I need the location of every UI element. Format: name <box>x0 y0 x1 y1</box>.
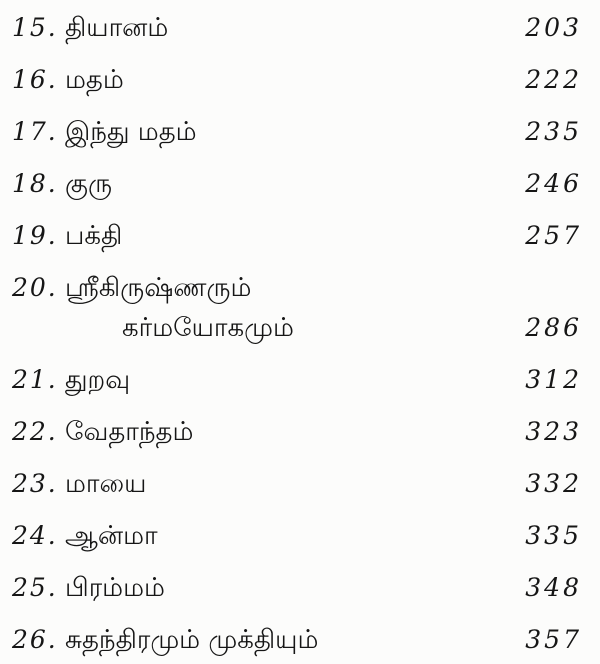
page-number: 222 <box>525 65 582 94</box>
chapter-number: 20. <box>12 273 58 302</box>
page-number: 357 <box>525 625 582 654</box>
chapter-number: 25. <box>12 573 58 602</box>
chapter-title: வேதாந்தம் <box>65 412 525 452</box>
chapter-title: ஆன்மா <box>65 516 525 556</box>
chapter-title-line: மதம் <box>65 65 124 95</box>
chapter-title: பக்தி <box>65 216 525 256</box>
chapter-title-line: கர்மயோகமும் <box>122 313 294 343</box>
chapter-number: 23. <box>12 469 58 498</box>
chapter-title-line: ஆன்மா <box>65 521 158 551</box>
toc-entry: 21. துறவு 312 <box>12 360 582 400</box>
toc-list: 15. தியானம் 203 16. மதம் 222 17. இந்து ம… <box>12 8 582 660</box>
chapter-title: பிரம்மம் <box>65 568 525 608</box>
chapter-title: சுதந்திரமும் முக்தியும் <box>65 620 525 660</box>
chapter-title: மதம் <box>65 60 525 100</box>
chapter-number: 15. <box>12 13 58 42</box>
toc-entry: 25. பிரம்மம் 348 <box>12 568 582 608</box>
page-number: 323 <box>525 417 582 446</box>
chapter-title-line: குரு <box>65 169 113 199</box>
chapter-title-line: தியானம் <box>65 13 169 43</box>
chapter-number: 22. <box>12 417 58 446</box>
toc-entry: 18. குரு 246 <box>12 164 582 204</box>
chapter-title-line: சுதந்திரமும் முக்தியும் <box>65 625 319 655</box>
page-number: 348 <box>525 573 582 602</box>
chapter-number: 17. <box>12 117 58 146</box>
toc-entry: 26. சுதந்திரமும் முக்தியும் 357 <box>12 620 582 660</box>
page-number: 286 <box>525 313 582 342</box>
chapter-title-line: வேதாந்தம் <box>65 417 194 447</box>
chapter-title-line: ஸ்ரீகிருஷ்ணரும் <box>65 273 252 303</box>
chapter-number: 16. <box>12 65 58 94</box>
chapter-number: 18. <box>12 169 58 198</box>
chapter-number: 26. <box>12 625 58 654</box>
chapter-title: துறவு <box>65 360 525 400</box>
chapter-title-line: இந்து மதம் <box>65 117 197 147</box>
toc-entry: 19. பக்தி 257 <box>12 216 582 256</box>
chapter-number: 24. <box>12 521 58 550</box>
chapter-number: 21. <box>12 365 58 394</box>
chapter-title-line: பிரம்மம் <box>65 573 165 603</box>
page-number: 235 <box>525 117 582 146</box>
page-number: 312 <box>525 365 582 394</box>
toc-entry: 17. இந்து மதம் 235 <box>12 112 582 152</box>
chapter-title-line: மாயை <box>65 469 147 499</box>
toc-entry: 15. தியானம் 203 <box>12 8 582 48</box>
toc-entry: 22. வேதாந்தம் 323 <box>12 412 582 452</box>
toc-entry: 16. மதம் 222 <box>12 60 582 100</box>
page-number: 335 <box>525 521 582 550</box>
toc-entry: 23. மாயை 332 <box>12 464 582 504</box>
page-number: 246 <box>525 169 582 198</box>
chapter-number: 19. <box>12 221 58 250</box>
chapter-title-line: பக்தி <box>65 221 123 251</box>
chapter-title: இந்து மதம் <box>65 112 525 152</box>
toc-entry: 24. ஆன்மா 335 <box>12 516 582 556</box>
chapter-title: மாயை <box>65 464 525 504</box>
page-number: 332 <box>525 469 582 498</box>
toc-entry: 20. ஸ்ரீகிருஷ்ணரும் கர்மயோகமும் 286 <box>12 268 582 348</box>
chapter-title: குரு <box>65 164 525 204</box>
chapter-title: ஸ்ரீகிருஷ்ணரும் கர்மயோகமும் <box>65 268 525 348</box>
chapter-title: தியானம் <box>65 8 525 48</box>
chapter-title-line: துறவு <box>65 365 131 395</box>
page-number: 257 <box>525 221 582 250</box>
page-number: 203 <box>525 13 582 42</box>
